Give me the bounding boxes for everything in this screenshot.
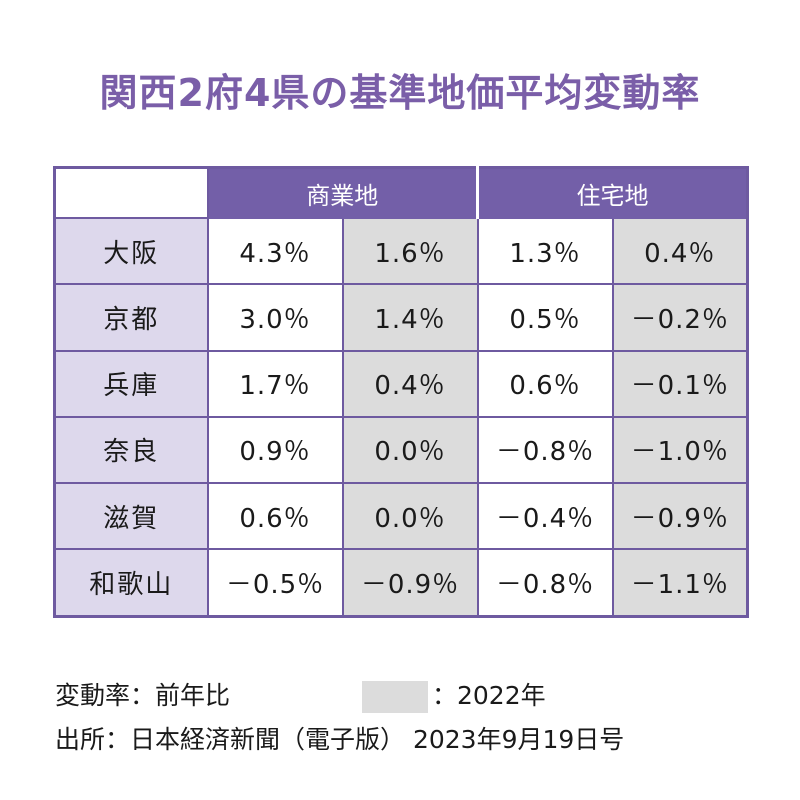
commercial-2022-cell: 1.4％ [341,283,479,352]
header-residential: 住宅地 [476,166,749,219]
residential-2022-cell: －0.1％ [611,349,749,418]
residential-2022-cell: －1.1％ [611,548,749,618]
residential-2022-cell: －0.2％ [611,283,749,352]
residential-2023-cell: 0.6％ [476,349,614,418]
footer: 変動率：前年比 ：2022年 出所：日本経済新聞（電子版） 2023年9月19日… [55,674,624,762]
residential-2023-cell: 0.5％ [476,283,614,352]
residential-2022-cell: －0.9％ [611,482,749,551]
legend-swatch-2022 [362,681,428,713]
header-corner-cell [53,166,209,219]
commercial-2022-cell: 0.0％ [341,482,479,551]
row-label-region: 京都 [53,283,209,352]
commercial-2022-cell: 1.6％ [341,216,479,286]
commercial-2022-cell: －0.9％ [341,548,479,618]
land-price-table: 商業地 住宅地 大阪 4.3％ 1.6％ 1.3％ 0.4％ 京都 3.0％ 1.4％ 0.5％… [53,166,749,618]
commercial-2023-cell: 1.7％ [206,349,344,418]
chart-title: 関西2府4県の基準地価平均変動率 [99,71,701,115]
header-commercial: 商業地 [206,166,479,219]
commercial-2022-cell: 0.4％ [341,349,479,418]
commercial-2023-cell: －0.5％ [206,548,344,618]
row-label-region: 兵庫 [53,349,209,418]
residential-2023-cell: －0.8％ [476,548,614,618]
source-note: 出所：日本経済新聞（電子版） 2023年9月19日号 [55,725,625,754]
table-row: 大阪 4.3％ 1.6％ 1.3％ 0.4％ [53,216,749,286]
row-label-region: 奈良 [53,415,209,485]
residential-2022-cell: 0.4％ [611,216,749,286]
residential-2022-cell: －1.0％ [611,415,749,485]
residential-2023-cell: －0.4％ [476,482,614,551]
residential-2023-cell: －0.8％ [476,415,614,485]
row-label-region: 大阪 [53,216,209,286]
table-body: 大阪 4.3％ 1.6％ 1.3％ 0.4％ 京都 3.0％ 1.4％ 0.5％ －0.2％ 兵庫 1… [53,216,749,618]
row-label-region: 和歌山 [53,548,209,618]
row-label-region: 滋賀 [53,482,209,551]
commercial-2023-cell: 4.3％ [206,216,344,286]
commercial-2023-cell: 3.0％ [206,283,344,352]
table-row: 滋賀 0.6％ 0.0％ －0.4％ －0.9％ [53,482,749,551]
commercial-2023-cell: 0.6％ [206,482,344,551]
legend-line: 変動率：前年比 ：2022年 [55,674,624,718]
data-table: 商業地 住宅地 大阪 4.3％ 1.6％ 1.3％ 0.4％ 京都 3.0％ 1.4％ 0.5％… [53,166,749,618]
table-row: 京都 3.0％ 1.4％ 0.5％ －0.2％ [53,283,749,352]
header-row: 商業地 住宅地 [53,166,749,219]
change-rate-note: 変動率：前年比 [55,681,231,710]
commercial-2023-cell: 0.9％ [206,415,344,485]
commercial-2022-cell: 0.0％ [341,415,479,485]
table-row: 和歌山 －0.5％ －0.9％ －0.8％ －1.1％ [53,548,749,618]
table-row: 兵庫 1.7％ 0.4％ 0.6％ －0.1％ [53,349,749,418]
residential-2023-cell: 1.3％ [476,216,614,286]
legend-label-2022: ：2022年 [432,681,546,710]
table-row: 奈良 0.9％ 0.0％ －0.8％ －1.0％ [53,415,749,485]
